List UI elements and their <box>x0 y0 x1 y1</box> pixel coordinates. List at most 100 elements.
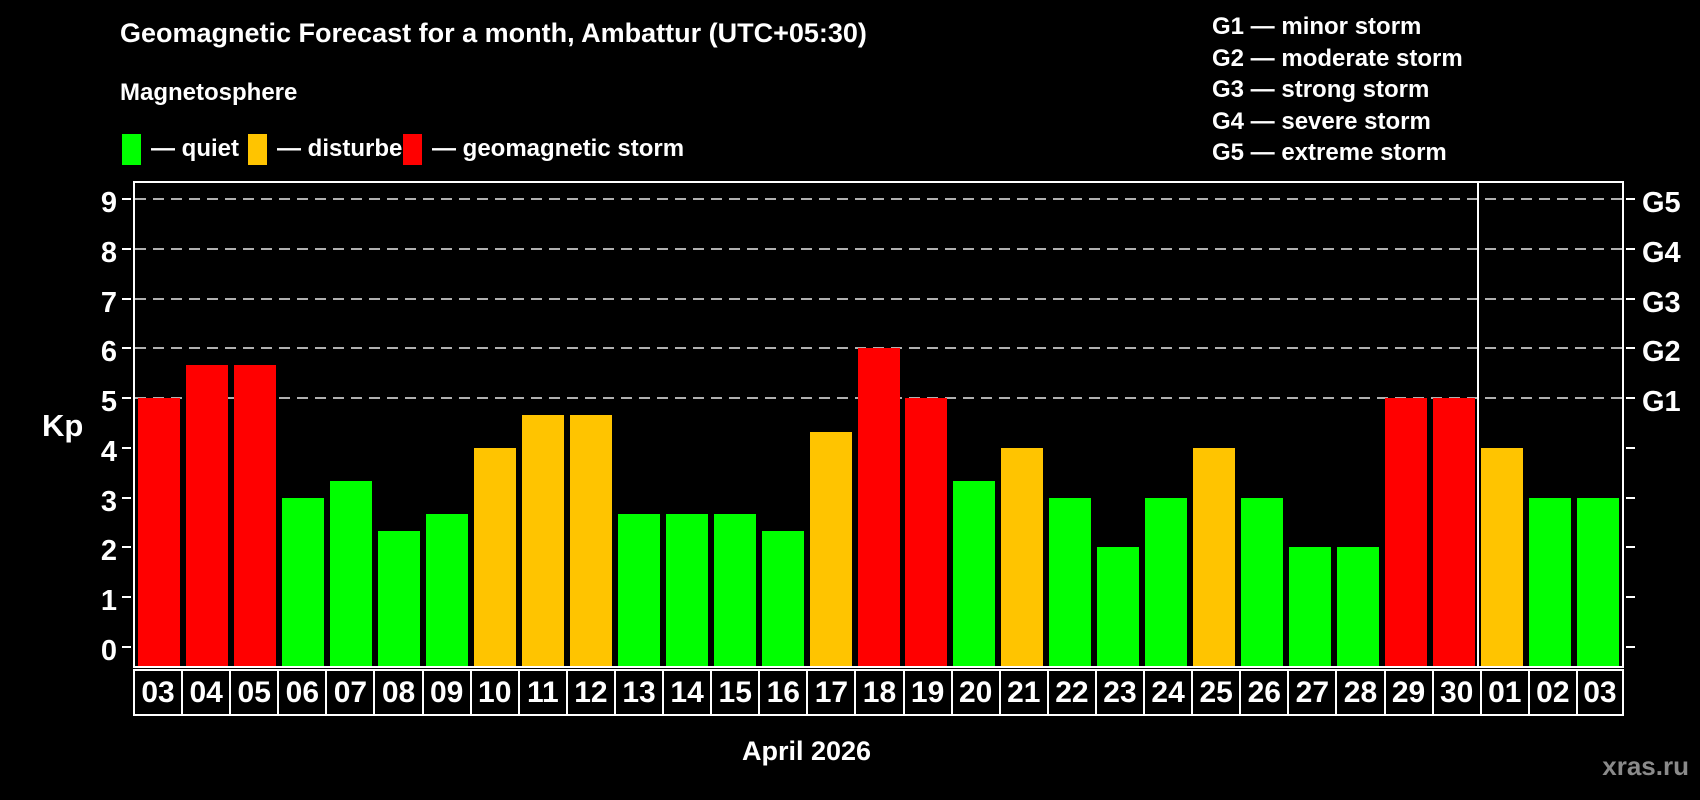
right-axis-label-g1: G1 <box>1642 386 1681 419</box>
y-tick-label-2: 2 <box>100 535 117 568</box>
gridline-kp9 <box>135 198 1622 201</box>
y-tick-right-2 <box>1626 546 1635 549</box>
bar-day-27 <box>1289 547 1332 666</box>
y-tick-label-6: 6 <box>100 336 117 369</box>
bar-day-09 <box>425 514 468 666</box>
disturbed-color-swatch <box>248 133 267 165</box>
day-label-box-14: 14 <box>662 669 713 716</box>
day-label-box-30: 30 <box>1431 669 1482 716</box>
day-label-box-04: 04 <box>181 669 232 716</box>
bar-day-03 <box>137 398 180 666</box>
y-tick-label-1: 1 <box>100 585 117 618</box>
y-tick-label-3: 3 <box>100 485 117 518</box>
gridline-kp8 <box>135 247 1622 250</box>
day-label-box-03: 03 <box>133 669 184 716</box>
y-tick-left-1 <box>122 596 131 599</box>
right-axis-label-g2: G2 <box>1642 336 1681 369</box>
plot-frame <box>122 181 1635 668</box>
day-label-box-13: 13 <box>613 669 665 716</box>
y-tick-left-6 <box>122 347 131 350</box>
y-tick-left-4 <box>122 446 131 449</box>
bar-day-12 <box>569 414 612 666</box>
y-tick-left-9 <box>122 198 131 201</box>
bar-day-16 <box>761 531 804 666</box>
day-label-box-25: 25 <box>1191 669 1242 716</box>
y-axis-tick-labels: 0 1 2 3 4 5 6 7 8 9 <box>0 181 117 668</box>
bar-day-22 <box>1049 497 1092 666</box>
legend-label-disturbed: — disturbed <box>277 135 418 162</box>
y-axis-title: Kp <box>42 408 84 443</box>
g3-legend-line: G3 — strong storm <box>1212 76 1430 103</box>
day-label-box-11: 11 <box>517 669 568 716</box>
legend-item-disturbed: — disturbed <box>248 131 417 167</box>
legend-item-storm: — geomagnetic storm <box>403 131 684 167</box>
bar-day-24 <box>1145 497 1188 666</box>
bar-day-21 <box>1001 447 1044 666</box>
y-tick-right-0 <box>1626 646 1635 648</box>
g-scale-legend: G1 — minor storm G2 — moderate storm G3 … <box>1212 11 1463 169</box>
day-label-box-02: 02 <box>1527 669 1578 716</box>
y-tick-label-4: 4 <box>100 435 117 468</box>
legend-label-storm: — geomagnetic storm <box>432 135 685 162</box>
day-label-box-17: 17 <box>806 669 857 716</box>
bar-day-10 <box>473 447 516 666</box>
y-tick-label-8: 8 <box>100 236 117 269</box>
bar-day-11 <box>521 414 564 666</box>
right-axis-label-g3: G3 <box>1642 286 1681 319</box>
day-label-box-20: 20 <box>950 669 1001 716</box>
y-tick-left-3 <box>122 496 131 499</box>
plot-area <box>122 183 1635 666</box>
y-tick-left-0 <box>122 646 131 648</box>
day-label-box-01: 01 <box>1479 669 1530 716</box>
bar-day-08 <box>377 531 420 666</box>
y-tick-right-7 <box>1626 297 1635 300</box>
day-label-box-05: 05 <box>229 669 280 716</box>
month-label: April 2026 <box>741 736 872 766</box>
day-label-box-23: 23 <box>1094 669 1146 716</box>
bar-day-04 <box>185 364 228 666</box>
day-label-box-18: 18 <box>854 669 905 716</box>
day-label-box-10: 10 <box>469 669 520 716</box>
right-axis-label-g5: G5 <box>1642 187 1681 220</box>
month-separator <box>1477 183 1480 666</box>
bar-day-15 <box>713 514 756 666</box>
day-label-box-09: 09 <box>421 669 472 716</box>
bar-day-13 <box>617 514 660 666</box>
gridline-kp7 <box>135 297 1622 300</box>
y-tick-left-8 <box>122 247 131 250</box>
bar-day-07 <box>329 481 372 666</box>
bar-day-14 <box>665 514 708 666</box>
y-tick-right-3 <box>1626 496 1635 499</box>
legend-item-quiet: — quiet <box>122 131 239 167</box>
y-tick-right-8 <box>1626 247 1635 250</box>
day-label-box-07: 07 <box>325 669 376 716</box>
bar-day-29 <box>1385 398 1428 666</box>
day-label-box-16: 16 <box>758 669 809 716</box>
bar-day-02 <box>1529 497 1572 666</box>
magnetosphere-label: Magnetosphere <box>120 79 298 106</box>
day-label-box-24: 24 <box>1143 669 1194 716</box>
day-label-box-08: 08 <box>373 669 424 716</box>
storm-color-swatch <box>403 133 422 165</box>
y-tick-label-7: 7 <box>100 286 117 319</box>
y-tick-right-6 <box>1626 347 1635 350</box>
bar-day-06 <box>281 497 324 666</box>
y-tick-label-0: 0 <box>100 635 117 667</box>
bar-day-23 <box>1097 547 1140 666</box>
bar-day-25 <box>1193 447 1236 666</box>
status-legend: — quiet — disturbed — geomagnetic storm <box>0 131 1700 167</box>
day-label-box-19: 19 <box>902 669 953 716</box>
day-label-box-28: 28 <box>1335 669 1386 716</box>
bar-day-26 <box>1241 497 1284 666</box>
day-label-box-15: 15 <box>710 669 761 716</box>
bar-day-19 <box>905 398 948 666</box>
g1-legend-line: G1 — minor storm <box>1212 13 1422 40</box>
g2-legend-line: G2 — moderate storm <box>1212 44 1463 72</box>
bar-day-03 <box>1577 497 1620 666</box>
chart-title: Geomagnetic Forecast for a month, Ambatt… <box>120 18 867 48</box>
bar-day-18 <box>857 348 900 666</box>
day-label-box-26: 26 <box>1239 669 1290 716</box>
bar-day-20 <box>953 481 996 666</box>
bar-day-17 <box>809 431 852 666</box>
